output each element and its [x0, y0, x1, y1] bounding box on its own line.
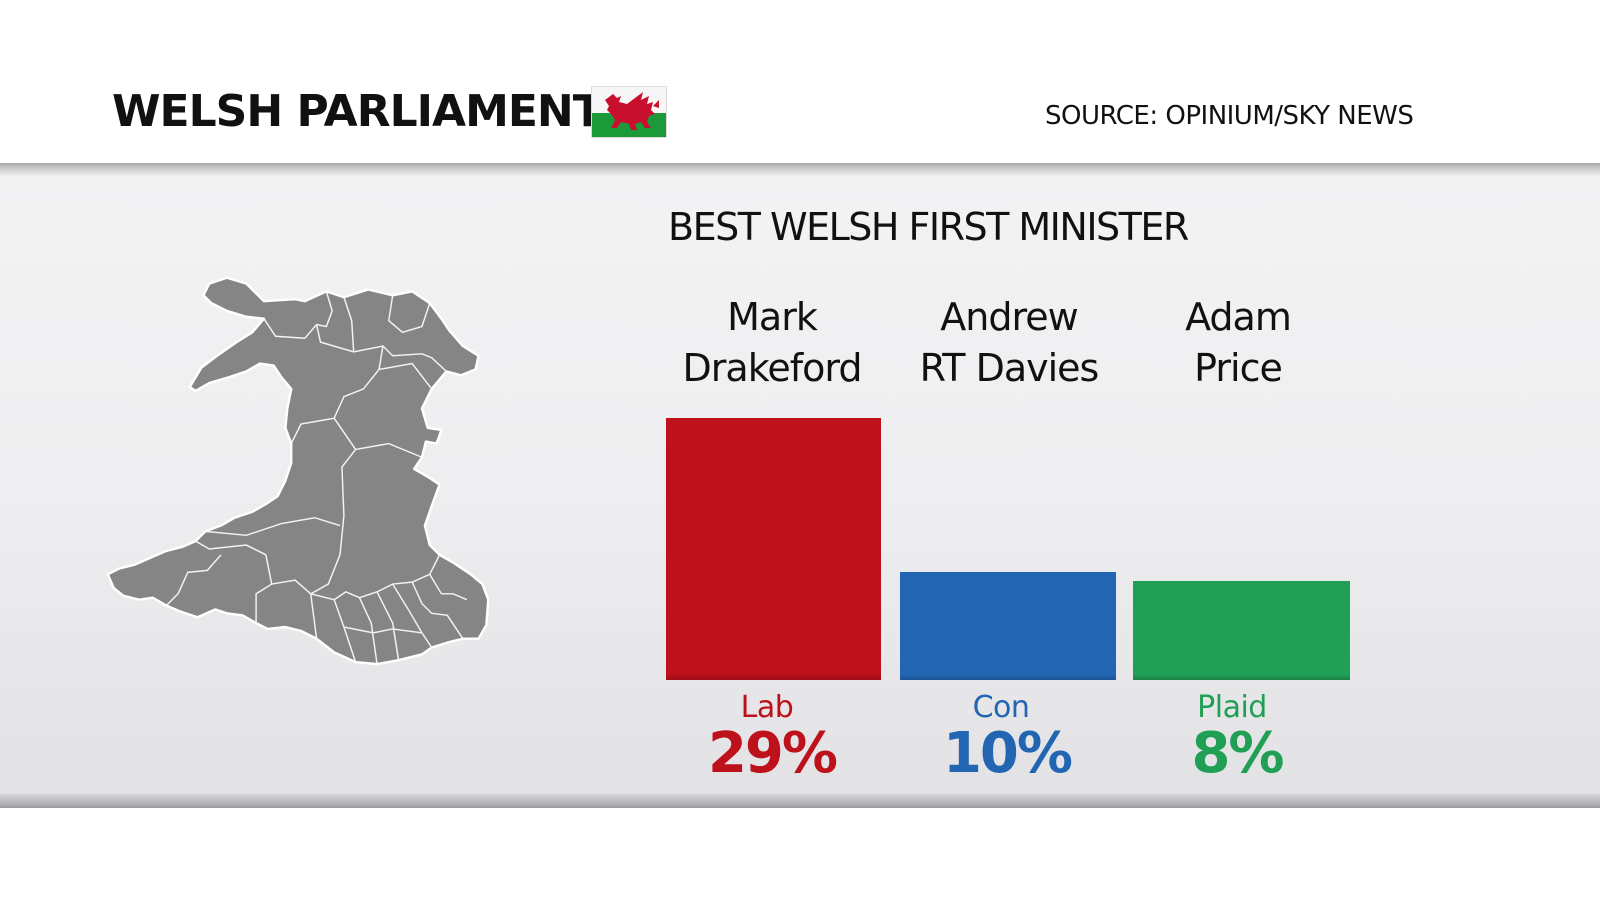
- source-label: SOURCE: OPINIUM/SKY NEWS: [1045, 101, 1414, 131]
- wales-flag-icon: [591, 86, 667, 138]
- candidate-label-davies: Andrew RT Davies: [889, 292, 1129, 394]
- header: WELSH PARLIAMENT SOURCE: OPINIUM/SKY NEW…: [0, 0, 1600, 163]
- bar-con: [900, 572, 1116, 680]
- candidate-last-name: Drakeford: [682, 346, 863, 390]
- value-label-lab: 29%: [707, 721, 838, 786]
- candidate-label-drakeford: Mark Drakeford: [652, 292, 892, 394]
- panel-top-divider: [0, 163, 1600, 177]
- party-label-plaid: Plaid: [1197, 690, 1267, 725]
- value-label-plaid: 8%: [1191, 721, 1284, 786]
- chart-title: BEST WELSH FIRST MINISTER: [668, 205, 1189, 249]
- candidate-last-name: RT Davies: [919, 346, 1100, 390]
- party-label-lab: Lab: [740, 690, 794, 725]
- value-label-con: 10%: [942, 721, 1073, 786]
- page-title: WELSH PARLIAMENT: [112, 86, 603, 137]
- bar-plaid: [1133, 581, 1350, 680]
- candidate-first-name: Mark: [727, 295, 818, 339]
- candidate-last-name: Price: [1194, 346, 1283, 390]
- party-label-con: Con: [972, 690, 1030, 725]
- bar-lab: [666, 418, 881, 680]
- panel-bottom-divider: [0, 794, 1600, 808]
- candidate-label-price: Adam Price: [1118, 292, 1358, 394]
- wales-map-icon: [106, 276, 490, 666]
- candidate-first-name: Adam: [1185, 295, 1292, 339]
- candidate-first-name: Andrew: [940, 295, 1078, 339]
